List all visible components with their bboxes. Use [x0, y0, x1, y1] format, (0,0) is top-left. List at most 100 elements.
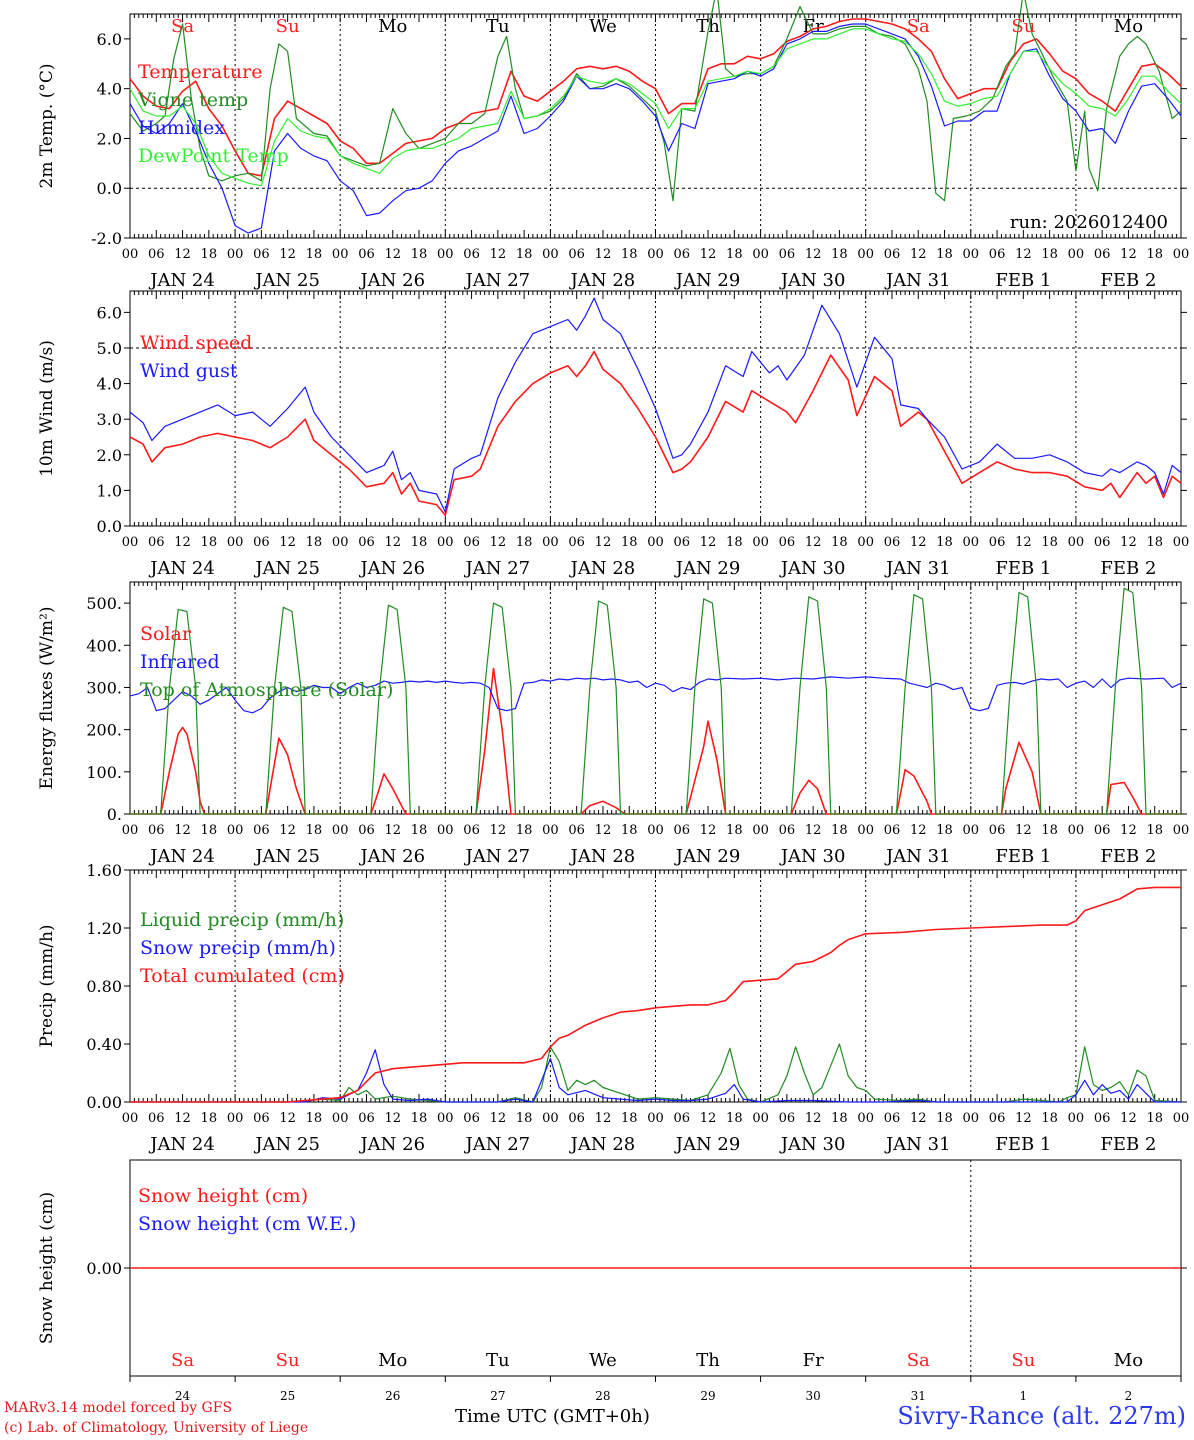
date-label: JAN 24 [148, 270, 215, 291]
hour-label: 06 [253, 1111, 270, 1126]
hour-label: 06 [884, 535, 901, 550]
hour-label: 06 [568, 247, 585, 262]
hour-label: 18 [1041, 535, 1058, 550]
hour-label: 00 [227, 1111, 244, 1126]
date-label: FEB 1 [995, 1134, 1051, 1155]
hour-label: 00 [647, 1111, 664, 1126]
hour-label: 00 [437, 1111, 454, 1126]
y-tick-label: 0.40 [86, 1035, 122, 1054]
x-axis-title: Time UTC (GMT+0h) [455, 1406, 650, 1427]
y-tick-label: 300. [86, 678, 122, 697]
hour-label: 06 [568, 1111, 585, 1126]
hour-label: 06 [779, 1111, 796, 1126]
hour-label: 12 [1120, 1111, 1137, 1126]
date-label: JAN 28 [569, 846, 636, 867]
hour-label: 12 [595, 535, 612, 550]
hour-label: 06 [253, 535, 270, 550]
hour-label: 00 [1068, 247, 1085, 262]
hour-label: 18 [726, 535, 743, 550]
hour-label: 18 [306, 535, 323, 550]
hour-label: 12 [805, 823, 822, 838]
hour-label: 18 [306, 1111, 323, 1126]
panel-5: Sa 24 Su 25 Mo 26 Tu 27 We 28 Th 29 Fr 30 Sa 31 Su 1 Mo 2 0.… [37, 1159, 1187, 1403]
date-label: FEB 2 [1100, 558, 1156, 579]
y-tick-label: 4.0 [97, 80, 122, 99]
day-number-label: 27 [490, 1389, 505, 1403]
lab-credit: (c) Lab. of Climatology, University of L… [4, 1420, 309, 1436]
hour-label: 18 [411, 247, 428, 262]
hour-label: 12 [174, 247, 191, 262]
day-name-label: Mo [378, 16, 407, 37]
hour-label: 12 [174, 823, 191, 838]
legend-entry: Snow height (cm W.E.) [138, 1213, 356, 1235]
y-tick-label: 0.0 [97, 179, 122, 198]
series-line-darkgreen [130, 587, 1181, 815]
hour-label: 06 [463, 823, 480, 838]
day-name-label: Sa [907, 1350, 930, 1371]
day-number-label: 29 [700, 1389, 715, 1403]
legend-entry: Wind speed [140, 332, 252, 354]
hour-label: 18 [411, 823, 428, 838]
hour-label: 00 [437, 823, 454, 838]
day-name-label: Th [696, 1350, 720, 1371]
date-label: FEB 1 [995, 846, 1051, 867]
hour-label: 18 [1041, 1111, 1058, 1126]
hour-label: 06 [989, 823, 1006, 838]
series-line-lightgreen [129, 28, 1182, 187]
hour-label: 00 [332, 247, 349, 262]
hour-label: 00 [1068, 535, 1085, 550]
date-label: JAN 27 [464, 846, 531, 867]
y-tick-label: 1.20 [86, 919, 122, 938]
legend-entry: DewPoint Temp [138, 145, 289, 167]
hour-label: 18 [516, 247, 533, 262]
date-label: JAN 29 [674, 558, 741, 579]
date-label: FEB 2 [1100, 1134, 1156, 1155]
hour-label: 18 [1041, 247, 1058, 262]
y-axis-title: Energy fluxes (W/m²) [37, 607, 57, 790]
hour-label: 18 [201, 535, 218, 550]
hour-label: 18 [306, 247, 323, 262]
series-line-red [129, 18, 1182, 177]
hour-label: 18 [1146, 1111, 1163, 1126]
hour-label: 12 [490, 535, 507, 550]
date-label: JAN 24 [148, 1134, 215, 1155]
hour-label: 06 [884, 247, 901, 262]
panel-2: 00 06 12 18 00 06 12 18 00 06 12 18 00 06 12 18 00 06 12 18… [37, 290, 1189, 579]
hour-label: 00 [122, 823, 139, 838]
series-line-red [129, 350, 1182, 517]
hour-label: 18 [411, 535, 428, 550]
date-label: JAN 26 [358, 270, 425, 291]
hour-label: 06 [674, 247, 691, 262]
hour-label: 18 [621, 823, 638, 838]
hour-label: 12 [910, 823, 927, 838]
y-tick-label: 0.80 [86, 977, 122, 996]
hour-label: 00 [963, 823, 980, 838]
hour-label: 18 [516, 535, 533, 550]
y-tick-label: 6.0 [97, 303, 122, 322]
hour-label: 18 [936, 535, 953, 550]
panel-1: 00 06 12 18 00 06 12 18 00 06 12 18 00 06 12 18 00 06 12 18… [37, 0, 1189, 291]
hour-label: 06 [674, 1111, 691, 1126]
hour-label: 12 [279, 1111, 296, 1126]
legend-entry: Liquid precip (mm/h) [140, 909, 344, 931]
hour-label: 00 [122, 535, 139, 550]
day-name-label: Th [696, 16, 720, 37]
hour-label: 12 [595, 823, 612, 838]
y-tick-label: 400. [86, 636, 122, 655]
y-tick-label: 6.0 [97, 30, 122, 49]
hour-label: 12 [700, 535, 717, 550]
series-line-blue [129, 297, 1182, 513]
day-name-label: Fr [803, 1350, 824, 1371]
hour-label: 00 [437, 247, 454, 262]
hour-label: 00 [857, 247, 874, 262]
day-number-label: 26 [385, 1389, 400, 1403]
date-label: JAN 27 [464, 558, 531, 579]
hour-label: 12 [1015, 823, 1032, 838]
hour-label: 06 [779, 535, 796, 550]
y-tick-label: 3.0 [97, 410, 122, 429]
hour-label: 06 [148, 535, 165, 550]
hour-label: 00 [963, 535, 980, 550]
hour-label: 00 [857, 1111, 874, 1126]
hour-label: 00 [752, 535, 769, 550]
hour-label: 06 [148, 1111, 165, 1126]
